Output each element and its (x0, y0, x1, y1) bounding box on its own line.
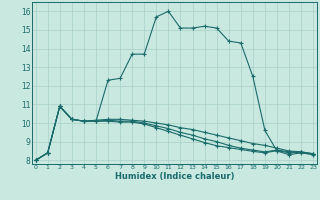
X-axis label: Humidex (Indice chaleur): Humidex (Indice chaleur) (115, 172, 234, 181)
